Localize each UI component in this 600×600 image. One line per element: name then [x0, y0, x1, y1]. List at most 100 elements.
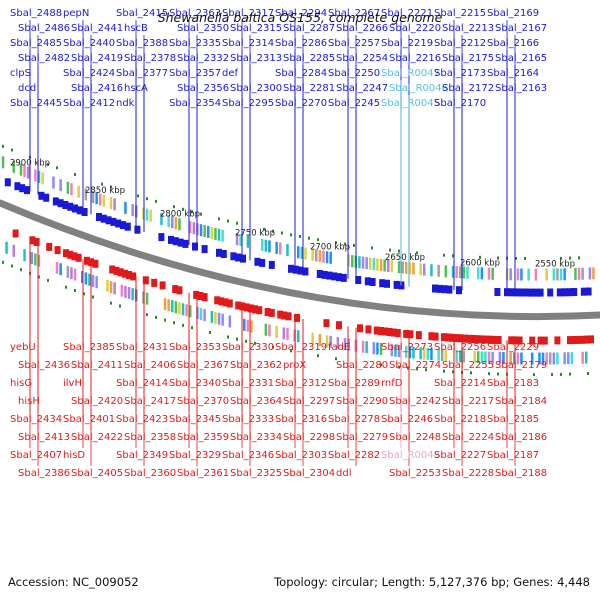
- gene-label[interactable]: Sbal_2333: [222, 414, 274, 425]
- gene-label[interactable]: Sbal_2165: [495, 53, 547, 64]
- gene-label[interactable]: Sbal_2424: [63, 68, 115, 79]
- gene-label[interactable]: Sbal_2212: [434, 38, 486, 49]
- gene-label[interactable]: Sbal_2218: [434, 414, 486, 425]
- gene-label[interactable]: ndk: [116, 98, 135, 109]
- gene-label[interactable]: Sbal_2267: [328, 8, 380, 19]
- gene-label[interactable]: Sbal_2436: [18, 360, 70, 371]
- gene-label[interactable]: Sbal_2482: [18, 53, 70, 64]
- gene-label[interactable]: Sbal_2406: [124, 360, 176, 371]
- gene-label[interactable]: Sbal_2278: [328, 414, 380, 425]
- gene-label[interactable]: Sbal_2229: [487, 342, 539, 353]
- gene-label[interactable]: Sbal_2183: [487, 378, 539, 389]
- gene-label[interactable]: Sbal_2445: [10, 98, 62, 109]
- gene-label[interactable]: Sbal_2340: [169, 378, 221, 389]
- gene-label[interactable]: def: [222, 68, 239, 79]
- gene-label[interactable]: Sbal_2364: [230, 396, 282, 407]
- gene-label[interactable]: Sbal_2187: [487, 450, 539, 461]
- gene-label[interactable]: Sbal_2332: [177, 53, 229, 64]
- gene-label[interactable]: Sbal_2377: [116, 68, 168, 79]
- gene-label[interactable]: Sbal_2486: [18, 23, 70, 34]
- gene-label[interactable]: Sbal_2401: [63, 414, 115, 425]
- gene-label[interactable]: Sbal_2297: [283, 396, 335, 407]
- gene-label[interactable]: Sbal_2216: [389, 53, 441, 64]
- gene-label[interactable]: Sbal_2314: [222, 38, 274, 49]
- gene-label[interactable]: Sbal_2416: [71, 83, 123, 94]
- gene-label[interactable]: Sbal_R0045: [381, 98, 440, 109]
- gene-label[interactable]: Sbal_2312: [275, 378, 327, 389]
- gene-label[interactable]: Sbal_R0046: [389, 83, 448, 94]
- gene-label[interactable]: Sbal_2213: [442, 23, 494, 34]
- gene-label[interactable]: Sbal_2184: [495, 396, 547, 407]
- gene-label[interactable]: Sbal_2167: [495, 23, 547, 34]
- gene-label[interactable]: Sbal_2313: [230, 53, 282, 64]
- gene-label[interactable]: Sbal_2441: [71, 23, 123, 34]
- gene-label[interactable]: Sbal_2274: [389, 360, 441, 371]
- gene-label[interactable]: Sbal_R0048: [381, 450, 440, 461]
- gene-label[interactable]: Sbal_2279: [336, 432, 388, 443]
- gene-label[interactable]: Sbal_2356: [177, 83, 229, 94]
- gene-label[interactable]: Sbal_2217: [442, 396, 494, 407]
- gene-label[interactable]: Sbal_2411: [71, 360, 123, 371]
- gene-label[interactable]: Sbal_2315: [230, 23, 282, 34]
- gene-label[interactable]: rnfD: [381, 378, 403, 389]
- gene-label[interactable]: Sbal_2245: [328, 98, 380, 109]
- gene-label[interactable]: Sbal_2294: [275, 8, 327, 19]
- gene-label[interactable]: yebU: [10, 342, 36, 353]
- gene-label[interactable]: Sbal_2289: [328, 378, 380, 389]
- gene-label[interactable]: Sbal_2186: [495, 432, 547, 443]
- gene-label[interactable]: Sbal_2415: [116, 8, 168, 19]
- gene-label[interactable]: pepN: [63, 8, 89, 19]
- gene-label[interactable]: Sbal_2188: [495, 468, 547, 479]
- gene-label[interactable]: Sbal_2386: [18, 468, 70, 479]
- gene-label[interactable]: Sbal_2179: [495, 360, 547, 371]
- gene-label[interactable]: Sbal_2287: [283, 23, 335, 34]
- gene-label[interactable]: Sbal_2254: [336, 53, 388, 64]
- gene-label[interactable]: Sbal_2317: [222, 8, 274, 19]
- gene-label[interactable]: Sbal_2422: [71, 432, 123, 443]
- gene-label[interactable]: Sbal_2417: [124, 396, 176, 407]
- gene-label[interactable]: Sbal_2360: [124, 468, 176, 479]
- gene-label[interactable]: hisD: [63, 450, 85, 461]
- gene-label[interactable]: Sbal_2388: [116, 38, 168, 49]
- gene-label[interactable]: Sbal_2346: [222, 450, 274, 461]
- gene-label[interactable]: Sbal_2298: [283, 432, 335, 443]
- gene-label[interactable]: Sbal_2362: [230, 360, 282, 371]
- gene-label[interactable]: Sbal_2172: [442, 83, 494, 94]
- gene-label[interactable]: hscA: [124, 83, 148, 94]
- gene-label[interactable]: Sbal_2169: [487, 8, 539, 19]
- gene-label[interactable]: Sbal_2378: [124, 53, 176, 64]
- gene-label[interactable]: Sbal_2242: [389, 396, 441, 407]
- gene-label[interactable]: Sbal_2414: [116, 378, 168, 389]
- gene-label[interactable]: Sbal_2166: [487, 38, 539, 49]
- gene-label[interactable]: Sbal_2173: [434, 68, 486, 79]
- gene-label[interactable]: Sbal_2407: [10, 450, 62, 461]
- gene-label[interactable]: Sbal_2214: [434, 378, 486, 389]
- gene-label[interactable]: Sbal_2280: [336, 360, 388, 371]
- gene-label[interactable]: Sbal_R0047: [381, 68, 440, 79]
- gene-label[interactable]: fadE: [328, 342, 350, 353]
- gene-label[interactable]: Sbal_2215: [434, 8, 486, 19]
- gene-label[interactable]: Sbal_2335: [169, 38, 221, 49]
- gene-label[interactable]: Sbal_2285: [283, 53, 335, 64]
- gene-label[interactable]: Sbal_2413: [18, 432, 70, 443]
- gene-label[interactable]: Sbal_2345: [169, 414, 221, 425]
- gene-label[interactable]: Sbal_2221: [381, 8, 433, 19]
- gene-label[interactable]: hisH: [18, 396, 40, 407]
- gene-label[interactable]: proX: [283, 360, 306, 371]
- gene-label[interactable]: Sbal_2316: [275, 414, 327, 425]
- gene-label[interactable]: hisG: [10, 378, 32, 389]
- gene-label[interactable]: Sbal_2423: [116, 414, 168, 425]
- gene-label[interactable]: Sbal_2354: [169, 98, 221, 109]
- gene-label[interactable]: Sbal_2325: [230, 468, 282, 479]
- gene-label[interactable]: Sbal_2412: [63, 98, 115, 109]
- gene-label[interactable]: Sbal_2488: [10, 8, 62, 19]
- gene-label[interactable]: Sbal_2247: [336, 83, 388, 94]
- gene-label[interactable]: Sbal_2273: [381, 342, 433, 353]
- gene-label[interactable]: Sbal_2170: [434, 98, 486, 109]
- gene-label[interactable]: ilvH: [63, 378, 82, 389]
- gene-label[interactable]: Sbal_2295: [222, 98, 274, 109]
- gene-label[interactable]: Sbal_2220: [389, 23, 441, 34]
- gene-label[interactable]: Sbal_2255: [442, 360, 494, 371]
- gene-label[interactable]: Sbal_2253: [389, 468, 441, 479]
- gene-label[interactable]: Sbal_2334: [230, 432, 282, 443]
